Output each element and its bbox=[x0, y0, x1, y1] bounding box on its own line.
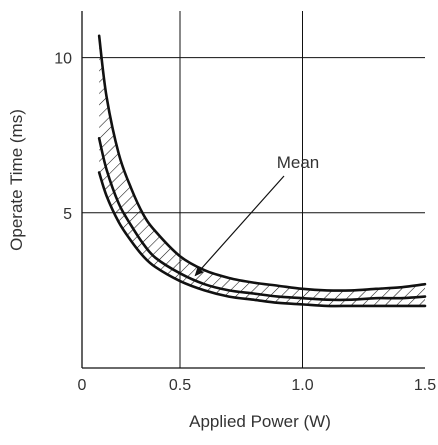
tick-layer: 0 0.5 1.0 1.5 5 10 bbox=[54, 51, 436, 394]
x-tick-label: 1.5 bbox=[414, 377, 436, 394]
x-tick-label: 0.5 bbox=[169, 377, 191, 394]
y-axis-label: Operate Time (ms) bbox=[7, 109, 26, 251]
upper-curve bbox=[97, 34, 427, 292]
tolerance-band-hatch bbox=[99, 35, 426, 307]
x-tick-label: 1.0 bbox=[291, 377, 313, 394]
x-tick-label: 0 bbox=[78, 377, 87, 394]
frame-layer bbox=[81, 11, 425, 369]
grid-layer bbox=[82, 11, 425, 368]
y-tick-label: 5 bbox=[63, 206, 72, 223]
series-layer bbox=[97, 34, 427, 308]
y-tick-label: 10 bbox=[54, 51, 72, 68]
band-layer bbox=[99, 35, 426, 307]
lower-curve bbox=[97, 171, 427, 308]
annotation-layer: Mean bbox=[194, 153, 320, 277]
x-axis-label: Applied Power (W) bbox=[189, 412, 331, 431]
mean-curve bbox=[97, 136, 427, 302]
mean-annotation-arrow bbox=[194, 175, 285, 277]
mean-annotation-label: Mean bbox=[277, 153, 320, 172]
